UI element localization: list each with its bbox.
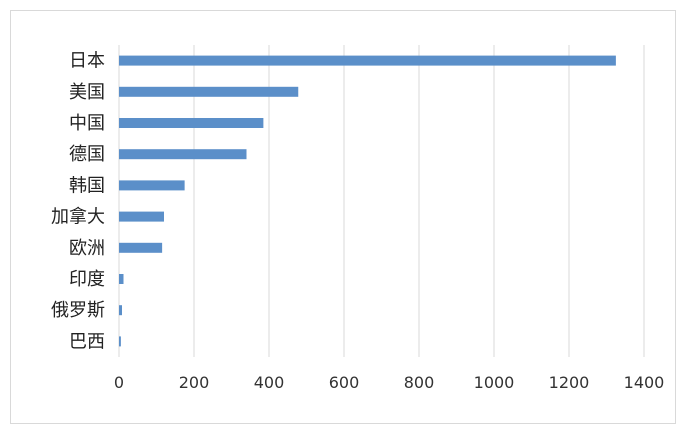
bar-1 — [119, 86, 299, 97]
x-tick-label: 800 — [404, 373, 435, 392]
category-label: 俄罗斯 — [51, 300, 105, 321]
x-tick-label: 1000 — [474, 373, 515, 392]
bar-7 — [119, 274, 124, 284]
bars — [119, 55, 616, 347]
x-tick-labels: 0 200 400 600 800 1000 1200 1400 — [114, 373, 664, 392]
bar-6 — [119, 242, 163, 253]
x-tick-label: 0 — [114, 373, 124, 392]
category-label: 韩国 — [69, 175, 105, 196]
category-label: 美国 — [69, 82, 105, 103]
category-label: 中国 — [69, 113, 105, 134]
category-label: 巴西 — [69, 331, 105, 352]
category-label: 加拿大 — [51, 206, 105, 228]
x-tick-label: 600 — [329, 373, 360, 392]
bar-8 — [119, 305, 122, 316]
category-label: 日本 — [69, 51, 105, 72]
x-tick-label: 400 — [254, 373, 285, 392]
bar-3 — [119, 149, 247, 160]
bar-9 — [119, 336, 121, 347]
category-label: 德国 — [69, 144, 105, 165]
bar-2 — [119, 118, 264, 128]
x-tick-label: 1400 — [624, 373, 665, 392]
x-tick-label: 1200 — [549, 373, 590, 392]
category-label: 印度 — [69, 269, 105, 290]
gridlines — [118, 45, 645, 357]
x-tick-label: 200 — [179, 373, 210, 392]
bar-5 — [119, 211, 164, 222]
bar-4 — [119, 180, 185, 191]
category-label: 欧洲 — [69, 238, 105, 259]
bar-0 — [119, 55, 616, 66]
